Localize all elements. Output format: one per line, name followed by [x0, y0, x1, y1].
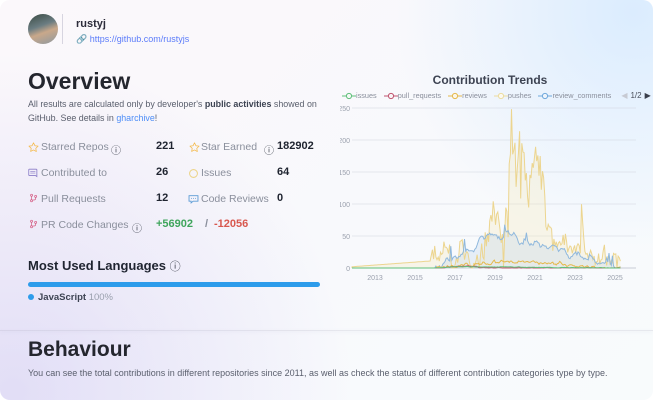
svg-text:2017: 2017 — [447, 275, 463, 282]
svg-text:200: 200 — [340, 138, 350, 145]
svg-text:0: 0 — [346, 266, 350, 273]
svg-text:2015: 2015 — [407, 275, 423, 282]
svg-text:50: 50 — [342, 234, 350, 241]
svg-text:2021: 2021 — [527, 275, 543, 282]
svg-text:100: 100 — [340, 202, 350, 209]
svg-text:2019: 2019 — [487, 275, 503, 282]
svg-text:2023: 2023 — [567, 275, 583, 282]
svg-text:2013: 2013 — [367, 275, 383, 282]
svg-text:150: 150 — [340, 170, 350, 177]
svg-text:250: 250 — [340, 106, 350, 113]
svg-text:2025: 2025 — [607, 275, 623, 282]
